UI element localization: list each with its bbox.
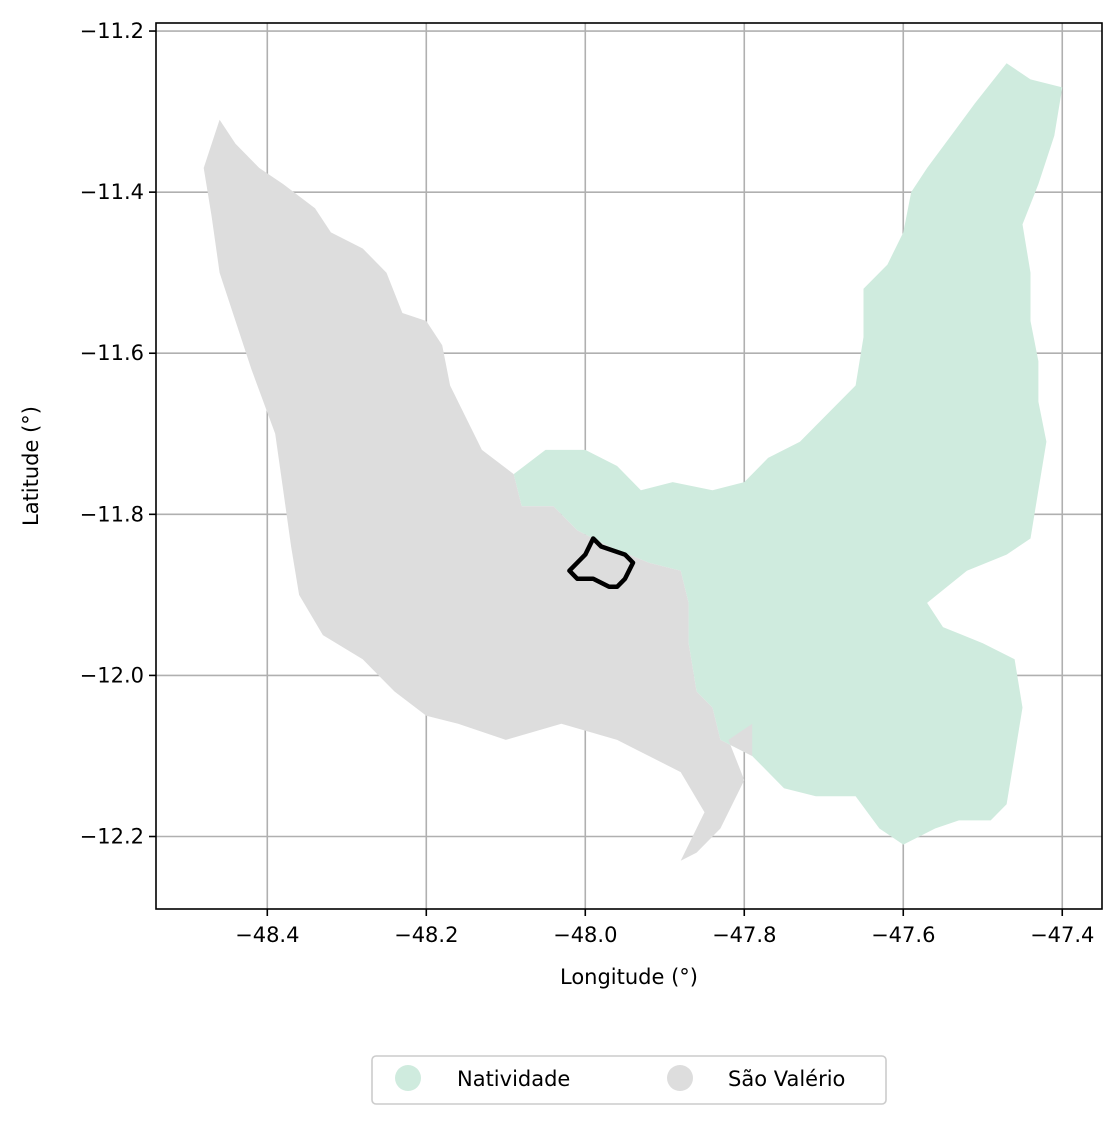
legend-marker-natividade <box>395 1065 421 1091</box>
map-regions <box>203 63 1063 861</box>
x-tick-label: −48.2 <box>394 923 458 947</box>
y-tick-label: −11.8 <box>80 502 144 526</box>
region-natividade <box>513 63 1063 845</box>
y-tick-label: −11.2 <box>80 19 144 43</box>
y-tick-label: −12.0 <box>80 663 144 687</box>
y-tick-label: −11.4 <box>80 180 144 204</box>
legend-label-natividade: Natividade <box>457 1067 570 1091</box>
y-tick-label: −12.2 <box>80 825 144 849</box>
legend-box <box>371 1055 887 1105</box>
y-axis-title: Latitude (°) <box>19 406 43 526</box>
legend: Natividade São Valério <box>371 1055 887 1105</box>
x-tick-label: −48.0 <box>553 923 617 947</box>
x-axis-title: Longitude (°) <box>560 965 698 989</box>
x-tick-label: −48.4 <box>235 923 299 947</box>
axis-ticks: −48.4 −48.2 −48.0 −47.8 −47.6 −47.4 −11.2 −11.4… <box>80 19 1095 947</box>
region-sao-valerio <box>203 119 753 861</box>
x-tick-label: −47.6 <box>871 923 935 947</box>
legend-label-sao-valerio: São Valério <box>728 1067 845 1091</box>
map-overlays <box>567 536 636 590</box>
plot-frame <box>155 22 1103 910</box>
highlight-outline <box>567 536 636 590</box>
x-tick-label: −47.8 <box>712 923 776 947</box>
y-tick-label: −11.6 <box>80 341 144 365</box>
x-tick-label: −47.4 <box>1030 923 1094 947</box>
legend-marker-sao-valerio <box>667 1065 693 1091</box>
